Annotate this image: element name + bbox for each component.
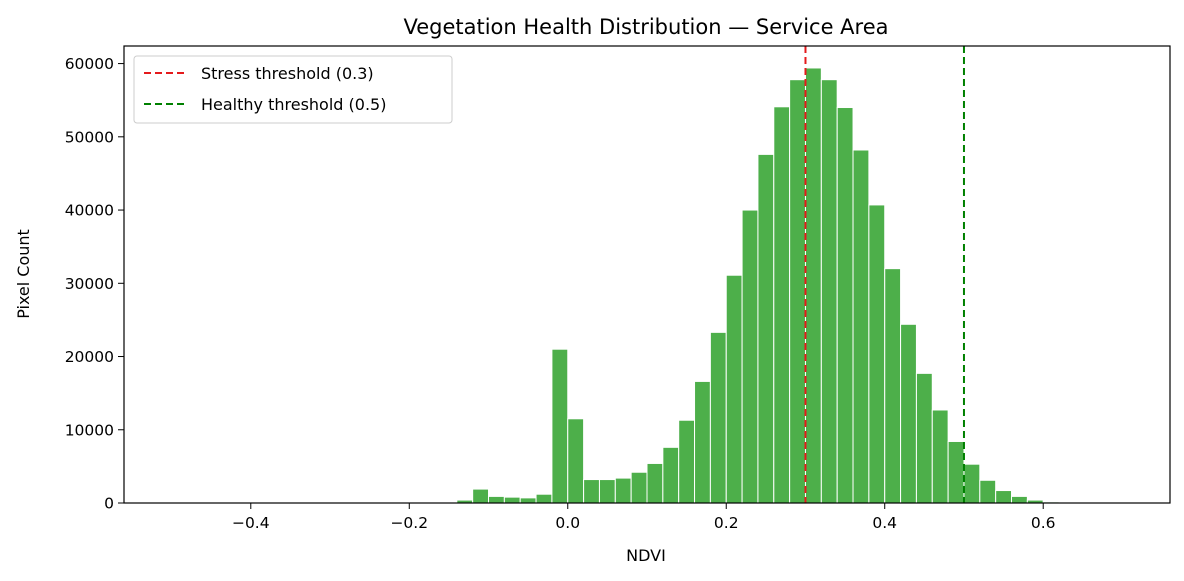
histogram-bar — [995, 490, 1013, 504]
histogram-bar — [535, 493, 553, 504]
threshold-lines — [804, 46, 965, 503]
histogram-bar — [472, 488, 490, 504]
histogram-bar — [820, 79, 838, 504]
histogram-bar — [503, 496, 521, 504]
histogram-bar — [1011, 495, 1028, 504]
y-tick-label: 60000 — [65, 55, 114, 73]
histogram-bar — [884, 268, 902, 504]
y-tick-label: 20000 — [65, 348, 114, 366]
histogram-bar — [567, 418, 585, 504]
x-tick-label: 0.2 — [714, 514, 739, 532]
bars-group — [456, 67, 1076, 504]
x-tick-label: 0.0 — [555, 514, 580, 532]
histogram-bar — [678, 419, 696, 504]
histogram-bar — [725, 274, 743, 504]
histogram-bar — [963, 463, 981, 504]
histogram-bar — [789, 79, 806, 504]
histogram-bar — [583, 479, 600, 504]
histogram-bar — [900, 323, 917, 504]
histogram-bar — [979, 479, 997, 504]
x-tick-label: 0.6 — [1031, 514, 1056, 532]
plot-frame — [123, 45, 1171, 504]
y-tick-label: 30000 — [65, 275, 114, 293]
histogram-bar — [551, 348, 569, 504]
x-tick-label: −0.4 — [232, 514, 270, 532]
histogram-bar — [868, 204, 886, 504]
y-tick-label: 0 — [104, 495, 114, 513]
histogram-bar — [598, 479, 616, 504]
histogram-bar — [852, 149, 870, 504]
legend-healthy-label: Healthy threshold (0.5) — [201, 95, 386, 114]
y-tick-label: 50000 — [65, 128, 114, 146]
x-tick-label: −0.2 — [390, 514, 428, 532]
histogram-bar — [947, 440, 965, 504]
histogram-bar — [836, 107, 854, 504]
histogram-bar — [773, 106, 791, 504]
histogram-bar — [915, 372, 933, 504]
histogram-bar — [757, 153, 775, 504]
x-axis-label: NDVI — [626, 546, 666, 565]
histogram-bar — [630, 471, 648, 504]
histogram-bar — [931, 409, 949, 504]
histogram-bar — [709, 331, 727, 504]
legend: Stress threshold (0.3) Healthy threshold… — [133, 55, 453, 124]
histogram-bar — [741, 209, 759, 504]
x-axis-ticks: −0.4 −0.2 0.0 0.2 0.4 0.6 — [232, 503, 1056, 532]
x-tick-label: 0.4 — [872, 514, 897, 532]
chart-title: Vegetation Health Distribution — Service… — [403, 15, 888, 39]
histogram-bar — [614, 477, 632, 504]
histogram-bar — [804, 67, 822, 504]
histogram-bar — [646, 462, 664, 504]
y-tick-label: 40000 — [65, 202, 114, 220]
histogram-bar — [662, 446, 680, 504]
histogram-bar — [519, 497, 537, 504]
y-tick-label: 10000 — [65, 421, 114, 439]
y-axis-label: Pixel Count — [14, 229, 33, 319]
legend-box — [133, 55, 453, 124]
y-axis-ticks: 0 10000 20000 30000 40000 50000 60000 — [65, 55, 124, 513]
histogram-bar — [694, 380, 711, 504]
legend-stress-label: Stress threshold (0.3) — [201, 64, 374, 83]
histogram-bar — [488, 495, 505, 504]
